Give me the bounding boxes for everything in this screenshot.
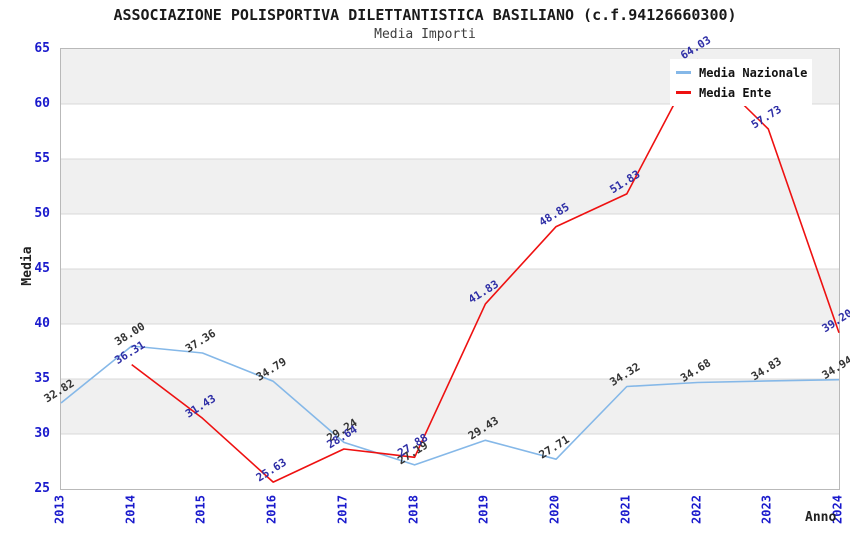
legend-line-sample-nazionale bbox=[676, 71, 691, 74]
legend-item-media-nazionale: Media Nazionale bbox=[676, 65, 808, 80]
y-tick-label: 25 bbox=[34, 481, 50, 496]
legend-label-media-nazionale: Media Nazionale bbox=[699, 65, 808, 80]
x-tick-label: 2018 bbox=[406, 495, 421, 524]
x-tick-label: 2013 bbox=[52, 495, 67, 524]
chart-subtitle: Media Importi bbox=[374, 27, 476, 42]
plot-area: 32.82 38.00 37.36 34.79 29.24 27.19 29.43 27.71… bbox=[42, 33, 850, 490]
x-tick-label: 2016 bbox=[264, 495, 279, 524]
plot-band bbox=[61, 434, 839, 489]
legend: Media Nazionale Media Ente bbox=[670, 59, 812, 106]
y-axis-title: Media bbox=[20, 246, 35, 286]
legend-line-sample-ente bbox=[676, 91, 691, 94]
y-tick-label: 30 bbox=[34, 426, 50, 441]
x-axis-title: Anno bbox=[805, 510, 837, 525]
plot-band bbox=[61, 379, 839, 434]
series-line-media-nazionale bbox=[60, 345, 840, 466]
plot-band bbox=[61, 159, 839, 214]
chart-title: ASSOCIAZIONE POLISPORTIVA DILETTANTISTIC… bbox=[113, 6, 737, 24]
x-tick-label: 2015 bbox=[193, 495, 208, 524]
y-tick-label: 65 bbox=[34, 41, 50, 56]
x-tick-label: 2021 bbox=[618, 495, 633, 524]
legend-label-media-ente: Media Ente bbox=[699, 85, 772, 100]
x-tick-label: 2019 bbox=[476, 495, 491, 524]
plot-band bbox=[61, 269, 839, 324]
y-tick-label: 50 bbox=[34, 206, 50, 221]
x-tick-label: 2014 bbox=[123, 495, 138, 524]
y-tick-label: 35 bbox=[34, 371, 50, 386]
legend-item-media-ente: Media Ente bbox=[676, 85, 806, 100]
y-tick-label: 45 bbox=[34, 261, 50, 276]
x-tick-label: 2017 bbox=[335, 495, 350, 524]
plot-band bbox=[61, 324, 839, 379]
plot-band bbox=[61, 104, 839, 159]
plot-band bbox=[61, 214, 839, 269]
x-tick-label: 2022 bbox=[689, 495, 704, 524]
y-tick-label: 60 bbox=[34, 96, 50, 111]
x-tick-label: 2020 bbox=[547, 495, 562, 524]
y-tick-label: 40 bbox=[34, 316, 50, 331]
y-tick-label: 55 bbox=[34, 151, 50, 166]
x-tick-label: 2023 bbox=[759, 495, 774, 524]
